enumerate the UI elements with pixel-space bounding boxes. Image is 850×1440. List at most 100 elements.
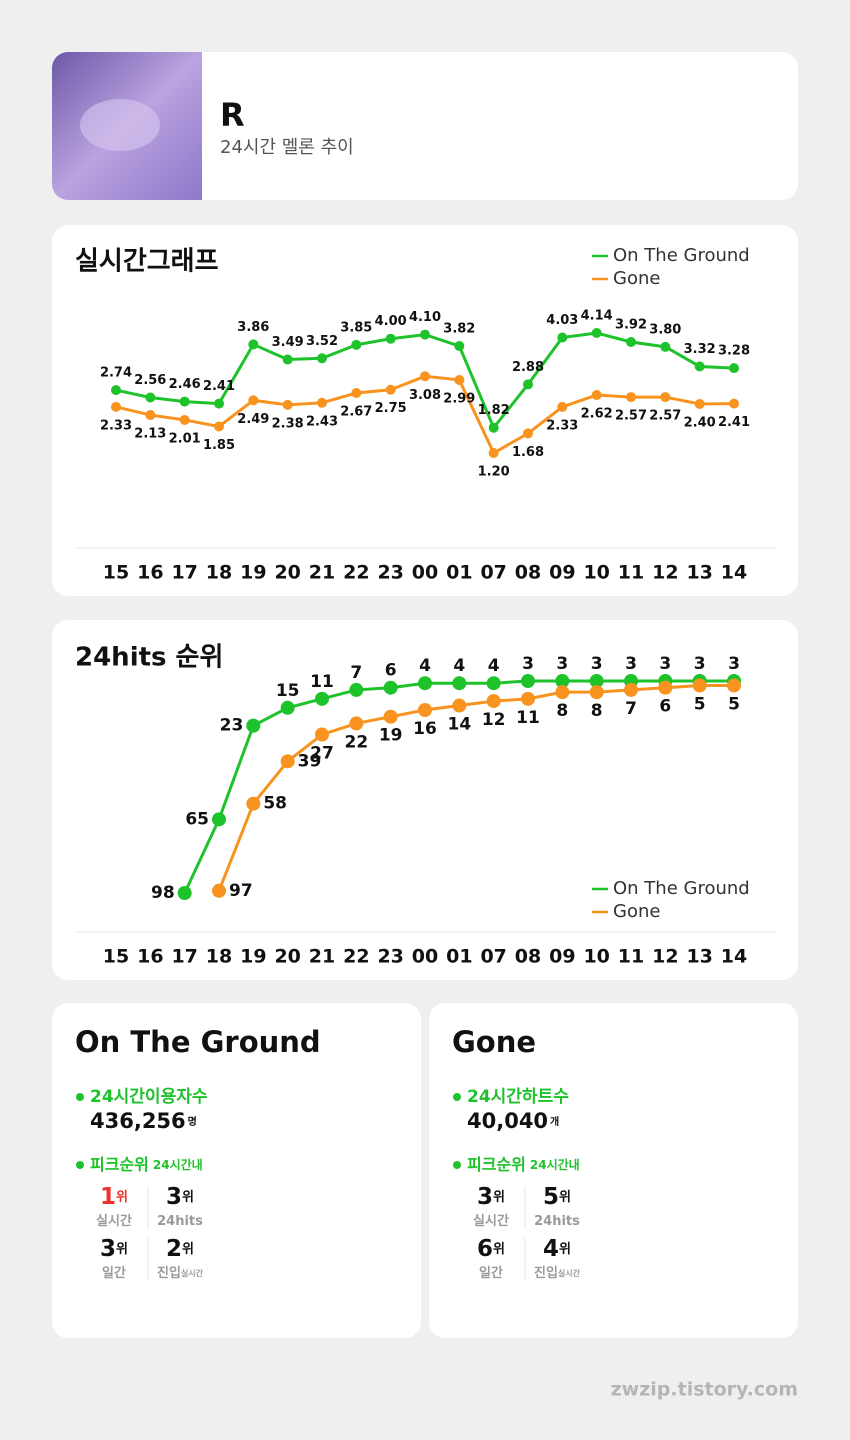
data-label: 2.67 xyxy=(340,405,372,420)
data-point xyxy=(282,354,293,365)
rank: 3위 xyxy=(166,1184,194,1210)
rank-value: 3 xyxy=(477,1184,493,1210)
data-label: 1.82 xyxy=(478,403,510,418)
data-label: 2.57 xyxy=(649,409,681,424)
data-label: 3.86 xyxy=(237,320,269,335)
data-label: 27 xyxy=(310,744,334,764)
data-label: 2.41 xyxy=(203,379,235,394)
rank-label-text: 24hits xyxy=(157,1214,203,1229)
rank-unit: 위 xyxy=(559,1242,571,1257)
data-point xyxy=(658,680,673,695)
x-tick-label: 00 xyxy=(412,562,438,584)
x-tick-label: 13 xyxy=(686,946,712,968)
x-tick-label: 13 xyxy=(686,562,712,584)
data-point xyxy=(418,676,432,691)
legend-label: On The Ground xyxy=(613,245,750,266)
data-label: 2.33 xyxy=(546,418,578,433)
rank-label-note: 실시간 xyxy=(558,1268,581,1278)
peak-note: 24시간내 xyxy=(153,1157,203,1172)
bullet xyxy=(453,1161,461,1169)
data-point xyxy=(246,796,261,811)
stat-label: 24시간이용자수 xyxy=(90,1087,208,1107)
data-point xyxy=(521,691,535,706)
rank: 6위 xyxy=(477,1236,505,1262)
data-point xyxy=(626,392,636,403)
rank-unit: 위 xyxy=(493,1242,505,1257)
data-point xyxy=(111,401,121,412)
x-tick-label: 18 xyxy=(206,946,232,968)
rank: 4위 xyxy=(543,1236,571,1262)
header-subtitle: 24시간 멜론 추이 xyxy=(220,137,354,158)
data-label: 6 xyxy=(385,661,397,681)
header-card xyxy=(52,52,798,200)
rank-label: 24hits xyxy=(534,1214,580,1229)
data-point xyxy=(214,398,224,409)
rank: 1위 xyxy=(100,1184,128,1210)
legend-label: Gone xyxy=(613,901,660,922)
x-tick-label: 07 xyxy=(480,562,506,584)
data-point xyxy=(351,339,362,350)
rank-label: 진입실시간 xyxy=(534,1265,581,1281)
data-point xyxy=(557,332,568,343)
data-point xyxy=(385,384,396,395)
data-point xyxy=(486,676,501,691)
card-title: Gone xyxy=(452,1025,536,1059)
data-point xyxy=(660,392,671,403)
data-point xyxy=(111,385,121,396)
data-label: 8 xyxy=(591,701,603,721)
data-label: 3.80 xyxy=(649,322,681,337)
peak: 피크순위 24시간내 xyxy=(467,1155,580,1174)
data-label: 2.74 xyxy=(100,366,132,381)
data-point xyxy=(555,685,570,700)
data-label: 3 xyxy=(625,654,637,674)
data-label: 2.46 xyxy=(169,377,201,392)
x-tick-label: 23 xyxy=(377,946,403,968)
data-label: 2.99 xyxy=(443,391,475,406)
x-tick-label: 08 xyxy=(515,562,541,584)
legend-label: On The Ground xyxy=(613,878,750,899)
rank-value: 3 xyxy=(166,1184,182,1210)
data-point xyxy=(523,379,533,390)
stat: 40,040 개 xyxy=(467,1109,559,1133)
data-label: 2.49 xyxy=(237,412,269,427)
rank-unit: 위 xyxy=(182,1242,194,1257)
data-point xyxy=(729,398,739,409)
data-label: 4 xyxy=(419,656,431,676)
x-tick-label: 20 xyxy=(274,946,300,968)
rank-value: 6 xyxy=(477,1236,493,1262)
data-label: 2.56 xyxy=(134,373,166,388)
peak-label: 피크순위 xyxy=(90,1155,149,1174)
x-tick-label: 17 xyxy=(171,946,197,968)
rank-label-text: 실시간 xyxy=(473,1213,509,1229)
data-label: 1.20 xyxy=(478,465,510,480)
rank: 3위 xyxy=(100,1236,128,1262)
data-label: 1.68 xyxy=(512,445,544,460)
album-art xyxy=(52,52,202,200)
data-point xyxy=(351,388,362,398)
data-point xyxy=(179,414,190,425)
data-label: 3.08 xyxy=(409,388,441,403)
rank-unit: 위 xyxy=(559,1190,571,1205)
bullet xyxy=(76,1161,84,1169)
card-title: On The Ground xyxy=(75,1025,321,1059)
data-label: 5 xyxy=(728,694,740,714)
data-point xyxy=(624,682,638,697)
data-point xyxy=(626,336,636,347)
data-label: 6 xyxy=(659,697,671,717)
data-point xyxy=(727,678,741,693)
data-point xyxy=(246,718,261,733)
data-label: 4.14 xyxy=(581,309,613,324)
data-label: 39 xyxy=(298,751,322,771)
data-label: 2.13 xyxy=(134,427,166,442)
stat-unit: 명 xyxy=(188,1115,197,1128)
stat-value: 436,256 xyxy=(90,1109,186,1133)
data-label: 58 xyxy=(263,794,287,814)
rank-unit: 위 xyxy=(182,1190,194,1205)
data-label: 2.57 xyxy=(615,409,647,424)
data-label: 15 xyxy=(276,681,300,701)
rank-value: 4 xyxy=(543,1236,559,1262)
data-label: 3.32 xyxy=(684,342,716,357)
data-label: 4 xyxy=(453,656,465,676)
data-label: 3 xyxy=(522,654,534,674)
x-tick-label: 01 xyxy=(446,562,472,584)
